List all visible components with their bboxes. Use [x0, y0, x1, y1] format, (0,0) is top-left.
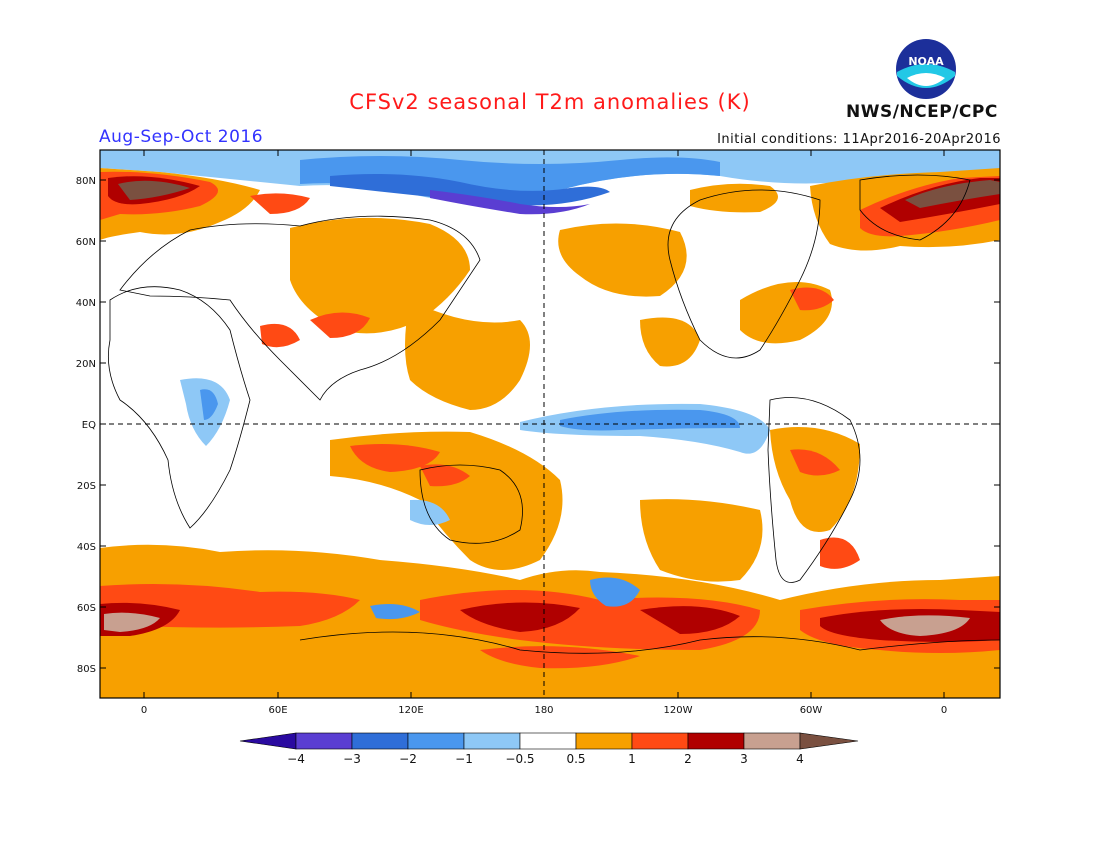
colorbar-label-m1: −1	[455, 752, 473, 766]
lon-label-60e: 60E	[268, 705, 287, 716]
colorbar-segment-9	[743, 732, 801, 750]
colorbar-segment-5	[519, 732, 577, 750]
lon-label-180: 180	[534, 705, 553, 716]
coastlines	[107, 174, 1000, 654]
lon-label-0-right: 0	[941, 705, 947, 716]
indo-pacific-warm-region	[330, 431, 563, 570]
map-frame	[99, 149, 1001, 699]
svg-text:NOAA: NOAA	[908, 55, 944, 68]
lon-label-120e: 120E	[398, 705, 423, 716]
greenland-warm-region	[810, 168, 1000, 251]
colorbar-label-m4: −4	[287, 752, 305, 766]
colorbar-segment-6	[575, 732, 633, 750]
colorbar-label-p3: 3	[740, 752, 748, 766]
colorbar-segment-1	[295, 732, 353, 750]
initial-conditions-label: Initial conditions: 11Apr2016-20Apr2016	[717, 132, 1001, 147]
asia-warm-region	[290, 217, 470, 334]
latitude-labels: 80N 60N 40N 20N EQ 20S 40S 60S 80S	[76, 176, 96, 675]
colorbar-label-p4: 4	[796, 752, 804, 766]
lat-label-40s: 40S	[77, 542, 96, 553]
atlantic-warm-region	[740, 282, 832, 344]
map-title: CFSv2 seasonal T2m anomalies (K)	[349, 90, 751, 114]
anomaly-fields	[100, 150, 1000, 698]
noaa-logo-icon: NOAA	[896, 39, 956, 99]
season-label: Aug-Sep-Oct 2016	[99, 127, 264, 147]
colorbar-segment-4	[463, 732, 521, 750]
colorbar-segment-min	[239, 732, 297, 750]
colorbar-segment-7	[631, 732, 689, 750]
south-america-warm-region	[770, 427, 860, 532]
agency-label: NWS/NCEP/CPC	[846, 102, 998, 122]
colorbar-labels: −4 −3 −2 −1 −0.5 0.5 1 2 3 4	[287, 752, 804, 766]
colorbar-segment-2	[351, 732, 409, 750]
equatorial-cold-tongue	[520, 403, 770, 454]
colorbar-label-m05: −0.5	[505, 752, 534, 766]
colorbar-label-p05: 0.5	[566, 752, 585, 766]
north-pacific-warm-region	[558, 223, 687, 297]
map-background	[100, 150, 1000, 698]
colorbar-label-m3: −3	[343, 752, 361, 766]
lat-label-80s: 80S	[77, 664, 96, 675]
lon-label-0-left: 0	[141, 705, 147, 716]
lon-label-120w: 120W	[664, 705, 693, 716]
colorbar-segment-3	[407, 732, 465, 750]
longitude-labels: 0 60E 120E 180 120W 60W 0	[141, 705, 947, 716]
colorbar-segment-max	[799, 732, 859, 750]
colorbar-segment-8	[687, 732, 745, 750]
lat-label-80n: 80N	[76, 176, 96, 187]
tick-marks	[100, 150, 1000, 698]
colorbar-label-p1: 1	[628, 752, 636, 766]
europe-warm-region	[100, 168, 260, 240]
southern-ocean-warm-band	[100, 544, 1000, 698]
lat-label-20s: 20S	[77, 481, 96, 492]
colorbar-label-m2: −2	[399, 752, 417, 766]
lat-label-60s: 60S	[77, 603, 96, 614]
arctic-cold-region	[100, 150, 1000, 202]
colorbar-label-p2: 2	[684, 752, 692, 766]
lat-label-40n: 40N	[76, 298, 96, 309]
lat-label-eq: EQ	[82, 420, 96, 431]
lat-label-60n: 60N	[76, 237, 96, 248]
lon-label-60w: 60W	[800, 705, 823, 716]
lat-label-20n: 20N	[76, 359, 96, 370]
colorbar	[239, 732, 859, 750]
